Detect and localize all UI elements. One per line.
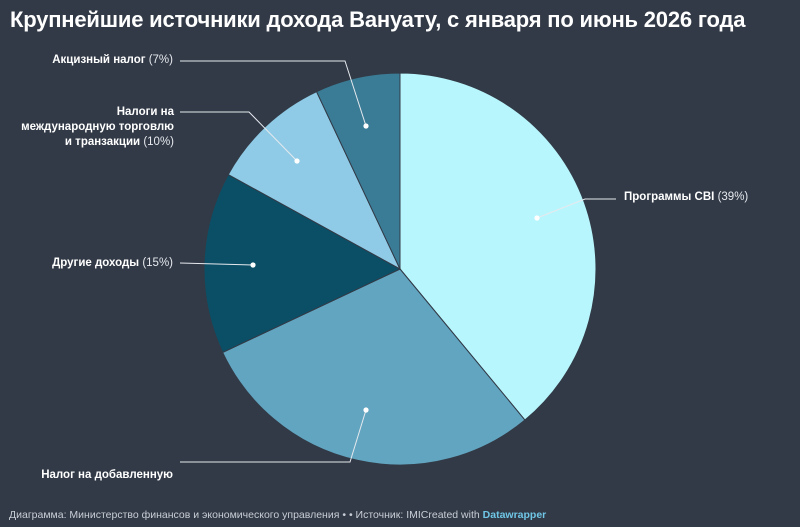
footer: Диаграмма: Министерство финансов и эконо… [9,509,546,521]
pie-slice-3 [203,173,402,354]
created-with-text: Created with [420,509,480,521]
slice-label-text: Программы CBI [624,191,715,203]
slice-label-text: Налог на добавленную [41,469,173,481]
leader-line-5 [180,60,367,127]
slice-label-text: Налоги на [116,106,174,118]
chart-credit: Диаграмма: Министерство финансов и эконо… [9,509,340,521]
pie-slice-2 [221,268,526,466]
slice-label-text: международную торговлю [21,121,174,133]
slice-label-percent: (7%) [145,54,173,66]
pie-slice-5 [315,72,401,270]
leader-line-2 [180,409,367,463]
leader-dot-5 [363,123,369,129]
leader-line-3 [179,262,254,266]
source-text: • Источник: IMI [348,509,421,521]
leader-dot-3 [250,262,256,268]
leader-dot-4 [294,158,300,164]
datawrapper-link[interactable]: Datawrapper [482,509,547,521]
pie-slice-4 [227,90,402,271]
chart-title: Крупнейшие источники дохода Вануату, с я… [10,7,746,32]
pie-slice-1 [399,72,597,421]
slice-label-percent: (15%) [139,257,173,269]
leader-line-4 [180,111,298,162]
slice-label-3: Другие доходы (15%) [52,256,173,271]
leader-line-1 [536,198,616,219]
leader-dot-2 [363,407,369,413]
slice-label-text: Акцизный налог [52,54,146,66]
slice-label-5: Акцизный налог (7%) [52,53,173,68]
slice-label-1: Программы CBI (39%) [624,190,748,205]
slice-label-percent: (10%) [140,136,174,148]
slice-label-4: Налоги на международную торговлю и транзак… [21,105,174,150]
leader-dot-1 [534,215,540,221]
footer-separator: • [342,509,347,521]
slice-label-text: Другие доходы [52,257,140,269]
slice-label-percent: (39%) [714,191,749,203]
slice-label-2: Налог на добавленную [41,468,173,483]
slice-label-text: и транзакции [64,136,141,148]
